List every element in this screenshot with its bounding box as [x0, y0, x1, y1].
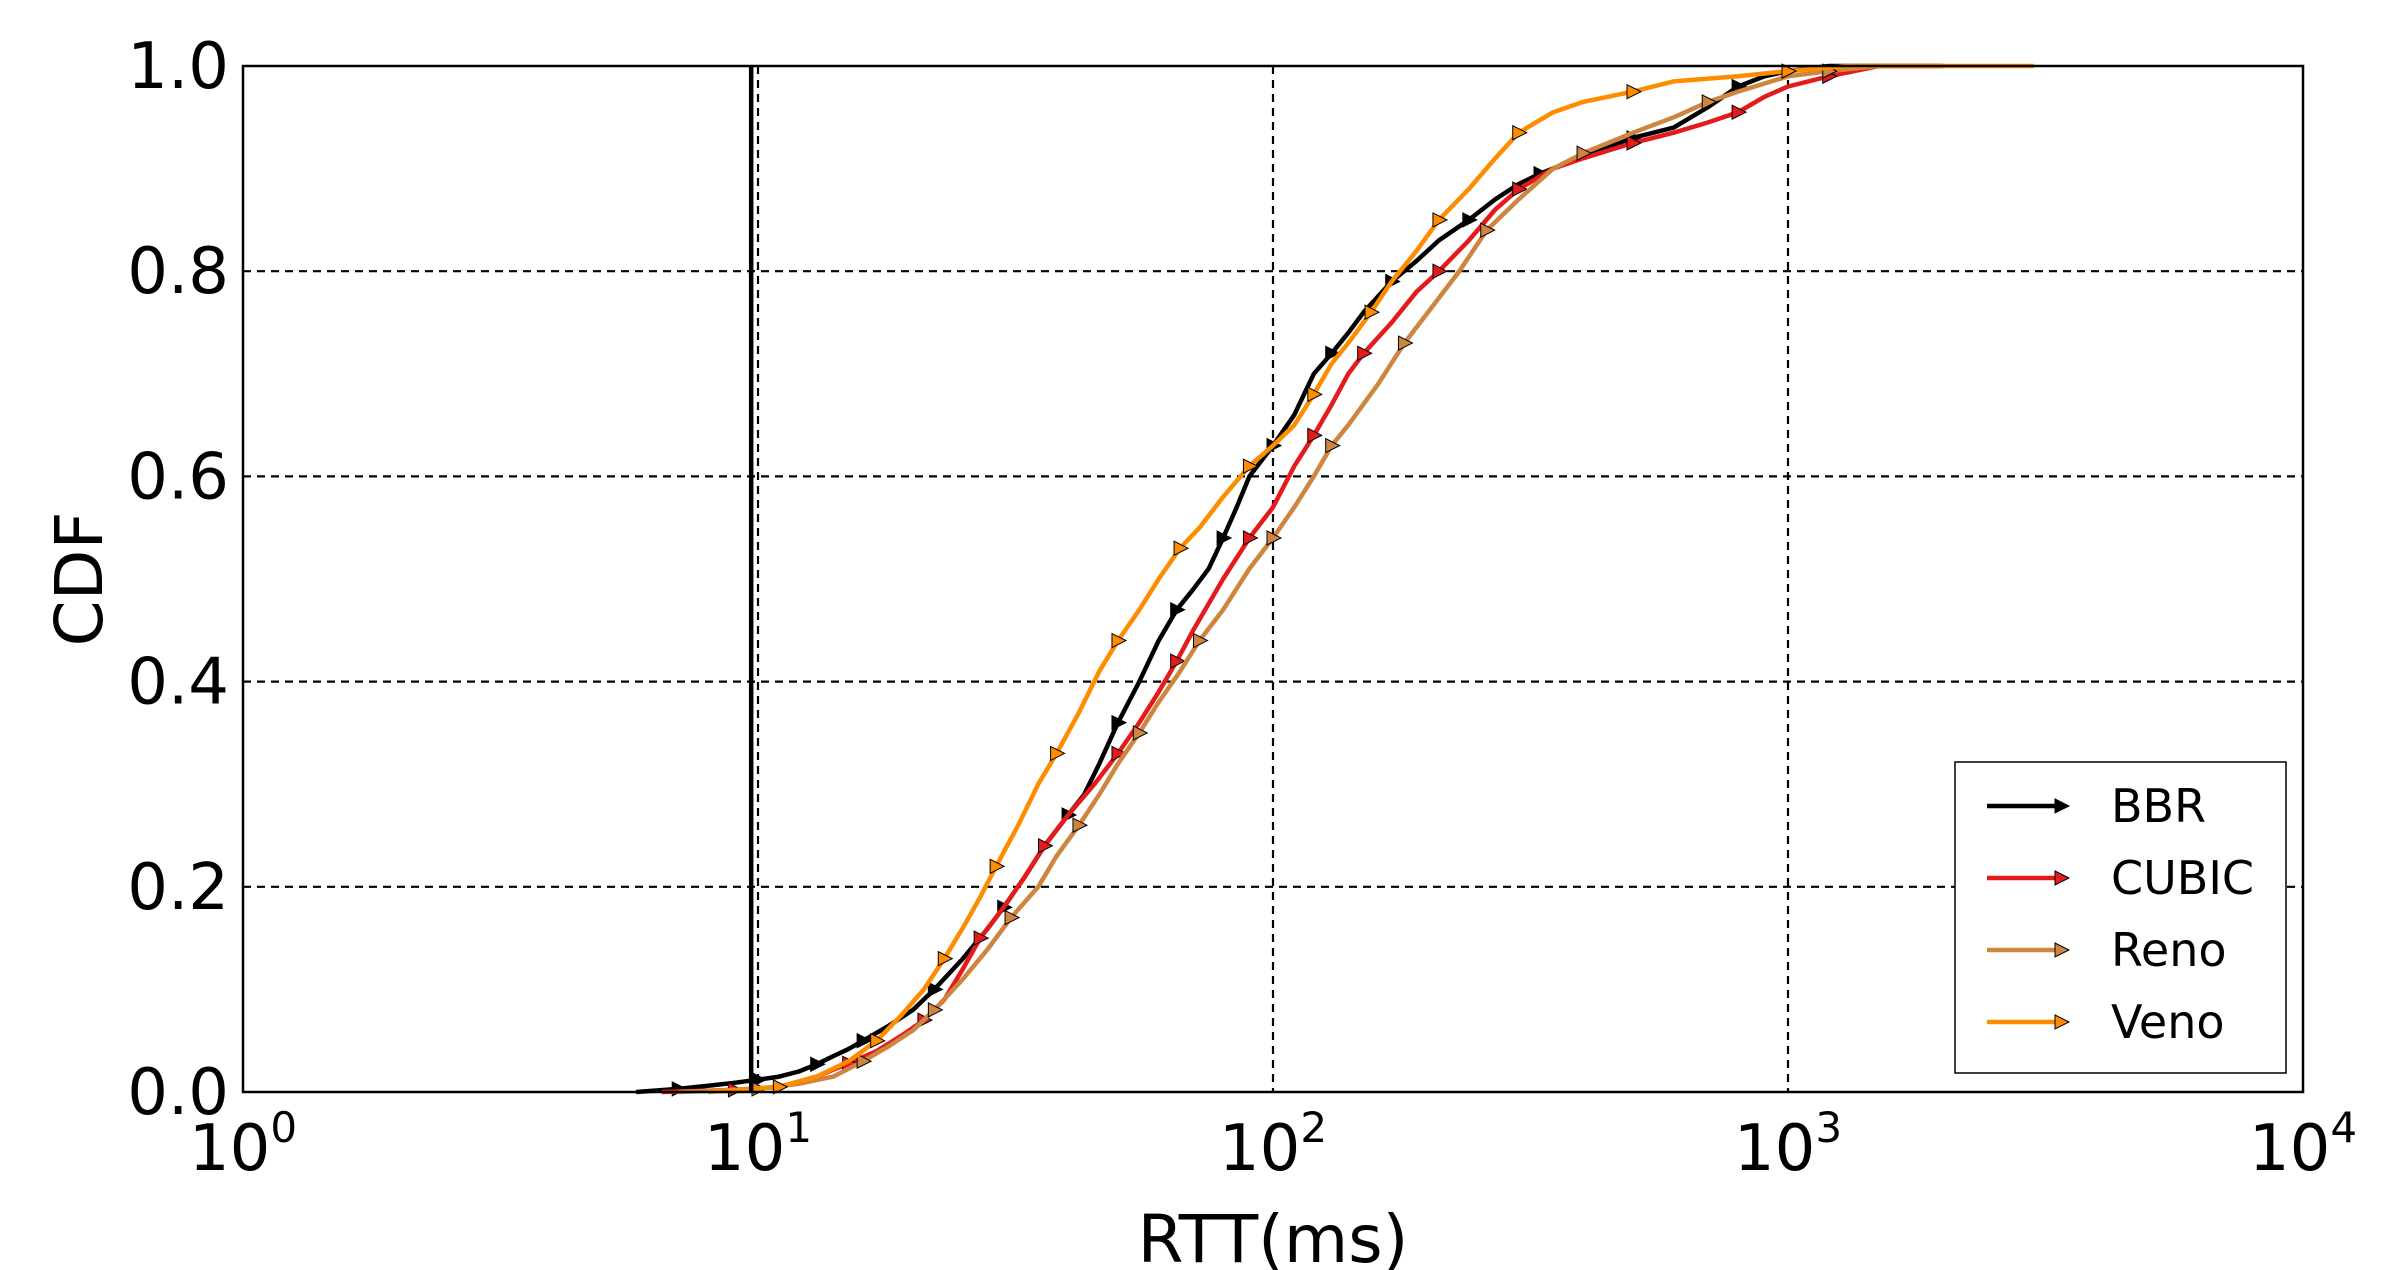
series-line-cubic: [661, 63, 1943, 1095]
series-line-reno: [678, 63, 1943, 1095]
series-marker: [1432, 263, 1449, 280]
series-marker: [772, 1079, 789, 1095]
series-marker: [1512, 181, 1528, 197]
series-marker: [1242, 530, 1259, 546]
legend-label: CUBIC: [2111, 851, 2254, 905]
series-marker: [1072, 817, 1089, 834]
series-marker: [1193, 632, 1209, 649]
legend-label: Veno: [2111, 995, 2225, 1049]
legend-marker: [2054, 1014, 2071, 1030]
y-tick-label: 0.0: [127, 1056, 229, 1130]
series-marker: [1132, 725, 1149, 741]
legend-marker: [2054, 870, 2071, 886]
series-marker: [989, 858, 1006, 875]
series-marker: [1397, 335, 1414, 351]
x-tick-label: 103: [1734, 1103, 1842, 1186]
series-marker: [1626, 135, 1643, 151]
legend-label: Reno: [2111, 923, 2227, 977]
series-marker: [810, 1056, 826, 1073]
series-marker: [1037, 837, 1054, 854]
series-marker: [1512, 124, 1528, 141]
series-line-bbr: [636, 63, 1943, 1095]
series-marker: [1170, 601, 1186, 618]
y-axis-title: CDF: [41, 512, 118, 647]
grid: [243, 66, 2303, 1092]
series-line-veno: [707, 63, 2034, 1095]
series-cubic: [661, 63, 1943, 1098]
legend: BBR CUBIC Reno Veno: [1954, 761, 2287, 1074]
series-marker: [1111, 632, 1128, 649]
x-tick-label: 100: [189, 1103, 297, 1186]
series-marker: [1111, 714, 1128, 731]
series-marker: [1173, 540, 1190, 557]
y-tick-label: 0.8: [127, 235, 229, 309]
x-tick-label: 104: [2249, 1103, 2357, 1186]
legend-item-bbr: BBR: [1987, 779, 2206, 833]
series-marker: [1701, 94, 1718, 110]
series-marker: [927, 1002, 944, 1018]
y-tick-label: 0.4: [127, 646, 229, 720]
series-marker: [1050, 745, 1066, 762]
series-marker: [1357, 345, 1373, 362]
series-marker: [1626, 83, 1643, 100]
series-marker: [1111, 745, 1128, 762]
series-marker: [1170, 653, 1186, 669]
series-marker: [1004, 909, 1021, 926]
series-marker: [1216, 530, 1233, 546]
series-marker: [1432, 212, 1449, 228]
series-marker: [1781, 63, 1798, 79]
x-axis-title: RTT(ms): [1138, 1201, 1409, 1270]
series-marker: [937, 950, 954, 967]
series-marker: [856, 1053, 873, 1070]
y-tick-label: 0.6: [127, 440, 229, 514]
series-marker: [1731, 104, 1748, 120]
series-marker: [1325, 345, 1341, 362]
legend-label: BBR: [2111, 779, 2206, 833]
series-marker: [1462, 212, 1478, 228]
legend-marker: [2054, 798, 2071, 814]
legend-item-cubic: CUBIC: [1987, 851, 2254, 905]
legend-item-reno: Reno: [1987, 923, 2227, 977]
series-marker: [1325, 437, 1341, 454]
legend-item-veno: Veno: [1987, 995, 2225, 1049]
series-layer: [636, 63, 2034, 1098]
series-marker: [870, 1032, 886, 1049]
y-tick-label: 1.0: [127, 30, 229, 104]
y-axis-ticks: 0.0 0.2 0.4 0.6 0.8 1.0: [127, 30, 229, 1130]
x-tick-label: 101: [704, 1103, 812, 1186]
x-axis-ticks: 100 101 102 103 104: [189, 1103, 2357, 1186]
series-marker: [1480, 222, 1496, 238]
series-marker: [1576, 145, 1593, 162]
series-veno: [707, 63, 2034, 1095]
series-marker: [927, 981, 944, 998]
series-marker: [1364, 304, 1381, 321]
legend-marker: [2054, 942, 2071, 958]
series-marker: [1266, 530, 1283, 546]
series-marker: [1307, 386, 1323, 403]
series-marker: [1242, 458, 1259, 474]
y-tick-label: 0.2: [127, 851, 229, 925]
series-bbr: [636, 63, 1943, 1097]
series-reno: [678, 63, 1943, 1097]
series-marker: [1307, 427, 1323, 444]
series-marker: [973, 930, 990, 946]
x-tick-label: 102: [1219, 1103, 1327, 1186]
plot-frame: [241, 64, 2305, 1094]
series-marker: [856, 1032, 873, 1049]
